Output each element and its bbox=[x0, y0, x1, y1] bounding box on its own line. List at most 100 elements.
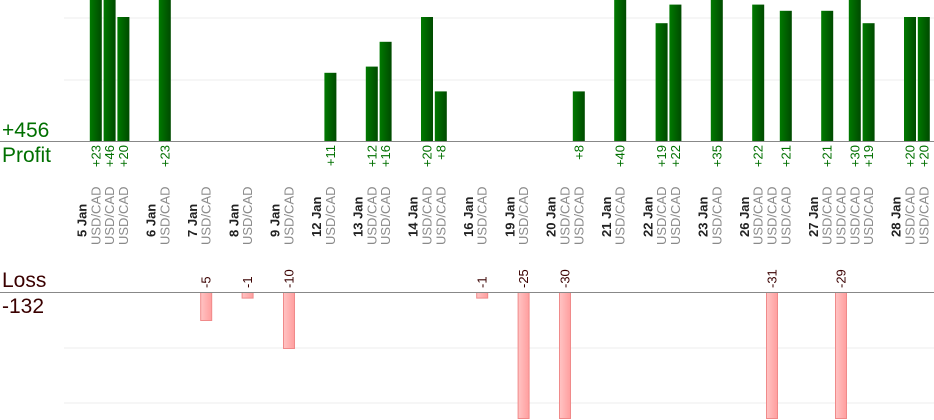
pair-label: USD/CAD bbox=[88, 186, 103, 245]
profit-bar bbox=[324, 72, 337, 141]
date-label: 14 Jan bbox=[406, 196, 421, 237]
profit-value-label: +8 bbox=[433, 145, 448, 160]
loss-value-label: -1 bbox=[240, 276, 255, 288]
pair-label: USD/CAD bbox=[378, 186, 393, 245]
pair-label: USD/CAD bbox=[765, 186, 780, 245]
pair-label: USD/CAD bbox=[323, 186, 338, 245]
profit-value-label: +21 bbox=[820, 145, 835, 167]
loss-bar bbox=[835, 292, 847, 419]
loss-bar bbox=[476, 292, 489, 299]
profit-bar bbox=[848, 0, 861, 141]
pair-label: USD/CAD bbox=[916, 186, 931, 245]
date-label: 9 Jan bbox=[268, 204, 283, 237]
pair-label: USD/CAD bbox=[199, 186, 214, 245]
loss-value-label: -1 bbox=[475, 276, 490, 288]
pair-label: USD/CAD bbox=[861, 186, 876, 245]
pair-label: USD/CAD bbox=[613, 186, 628, 245]
date-label: 7 Jan bbox=[185, 204, 200, 237]
date-label: 16 Jan bbox=[461, 196, 476, 237]
pair-label: USD/CAD bbox=[364, 186, 379, 245]
loss-value-label: -30 bbox=[558, 269, 573, 288]
profit-value-label: +12 bbox=[364, 145, 379, 167]
profit-value-label: +19 bbox=[861, 145, 876, 167]
profit-value-label: +23 bbox=[88, 145, 103, 167]
profit-total: +456 bbox=[2, 119, 50, 142]
profit-value-label: +20 bbox=[916, 145, 931, 167]
date-label: 22 Jan bbox=[640, 196, 655, 237]
profit-value-label: +22 bbox=[751, 145, 766, 167]
profit-value-label: +40 bbox=[613, 145, 628, 167]
date-label: 26 Jan bbox=[737, 196, 752, 237]
profit-value-label: +22 bbox=[668, 145, 683, 167]
pair-label: USD/CAD bbox=[157, 186, 172, 245]
pair-label: USD/CAD bbox=[558, 186, 573, 245]
date-label: 28 Jan bbox=[889, 196, 904, 237]
loss-value-label: -31 bbox=[765, 269, 780, 288]
profit-bar bbox=[779, 10, 792, 141]
loss-value-label: -5 bbox=[199, 276, 214, 288]
profit-value-label: +21 bbox=[778, 145, 793, 167]
profit-bar bbox=[572, 91, 585, 141]
profit-value-label: +8 bbox=[571, 145, 586, 160]
loss-bar bbox=[200, 292, 213, 321]
pair-label: USD/CAD bbox=[420, 186, 435, 245]
profit-bar bbox=[117, 17, 130, 141]
date-label: 6 Jan bbox=[144, 204, 159, 237]
profit-bar bbox=[904, 17, 916, 141]
pair-label: USD/CAD bbox=[571, 186, 586, 245]
profit-bar bbox=[434, 91, 447, 141]
loss-bar bbox=[283, 292, 295, 349]
profit-value-label: +11 bbox=[323, 145, 338, 166]
loss-bar bbox=[241, 292, 254, 299]
loss-bar bbox=[517, 292, 530, 419]
profit-value-label: +30 bbox=[847, 145, 862, 167]
pair-label: USD/CAD bbox=[116, 186, 131, 245]
profit-value-label: +20 bbox=[420, 145, 435, 167]
date-label: 19 Jan bbox=[502, 196, 517, 237]
pair-label: USD/CAD bbox=[903, 186, 918, 245]
date-label: 12 Jan bbox=[309, 196, 324, 237]
pair-label: USD/CAD bbox=[668, 186, 683, 245]
loss-label: Loss bbox=[2, 269, 47, 292]
profit-bar bbox=[821, 10, 834, 141]
pair-label: USD/CAD bbox=[240, 186, 255, 245]
pair-label: USD/CAD bbox=[820, 186, 835, 245]
pair-label: USD/CAD bbox=[834, 186, 849, 245]
profit-bar bbox=[752, 4, 765, 141]
loss-total: -132 bbox=[2, 295, 45, 318]
profit-bar bbox=[862, 23, 875, 142]
profit-bar bbox=[917, 17, 930, 141]
pair-label: USD/CAD bbox=[778, 186, 793, 245]
profit-bar bbox=[365, 66, 378, 141]
loss-value-label: -25 bbox=[516, 269, 531, 288]
profit-value-label: +20 bbox=[116, 145, 131, 167]
profit-value-label: +20 bbox=[903, 145, 918, 167]
profit-value-label: +16 bbox=[378, 145, 393, 167]
pair-label: USD/CAD bbox=[102, 186, 117, 245]
date-label: 8 Jan bbox=[226, 204, 241, 237]
profit-bar bbox=[158, 0, 171, 141]
pair-label: USD/CAD bbox=[847, 186, 862, 245]
loss-value-label: -10 bbox=[282, 269, 297, 288]
loss-bar bbox=[766, 292, 778, 419]
pair-label: USD/CAD bbox=[751, 186, 766, 245]
pair-label: USD/CAD bbox=[433, 186, 448, 245]
profit-bar bbox=[710, 0, 723, 141]
date-label: 5 Jan bbox=[75, 204, 90, 237]
profit-bar bbox=[669, 4, 682, 141]
profit-label: Profit bbox=[2, 144, 52, 167]
profit-bar bbox=[655, 23, 668, 142]
profit-bar bbox=[89, 0, 102, 141]
profit-value-label: +46 bbox=[102, 145, 117, 167]
profit-bar bbox=[421, 17, 433, 141]
profit-value-label: +23 bbox=[157, 145, 172, 167]
loss-value-label: -29 bbox=[834, 269, 849, 288]
date-label: 23 Jan bbox=[696, 196, 711, 237]
date-label: 13 Jan bbox=[351, 196, 366, 237]
pair-label: USD/CAD bbox=[516, 186, 531, 245]
date-label: 21 Jan bbox=[599, 196, 614, 237]
date-label: 20 Jan bbox=[544, 196, 559, 237]
profit-bar bbox=[103, 0, 116, 141]
pair-label: USD/CAD bbox=[654, 186, 669, 245]
